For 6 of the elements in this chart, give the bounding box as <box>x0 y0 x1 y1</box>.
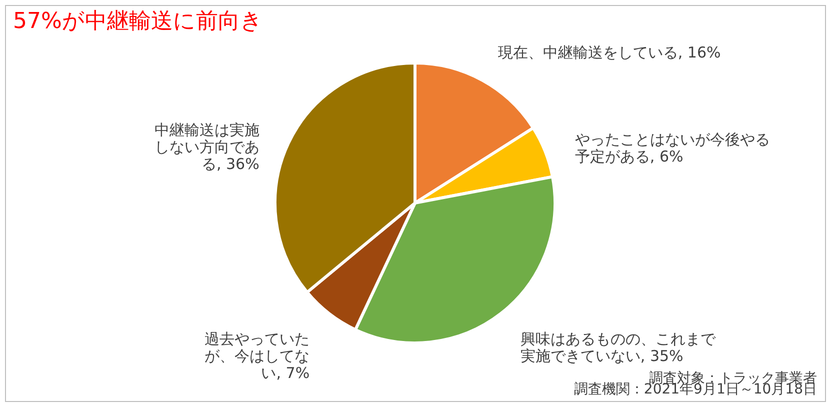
slice-label: 興味はあるものの、これまで実施できていない, 35% <box>520 330 716 365</box>
slice-label: 中継輸送は実施しない方向である, 36% <box>154 120 260 173</box>
slice-label: やったことはないが今後やる予定がある, 6% <box>574 130 770 166</box>
chart-title: 57%が中継輸送に前向き <box>13 9 263 34</box>
slice-label: 過去やっていたが、今はしてない, 7% <box>204 330 310 382</box>
slice-label: 現在、中継輸送をしている, 16% <box>498 43 721 62</box>
